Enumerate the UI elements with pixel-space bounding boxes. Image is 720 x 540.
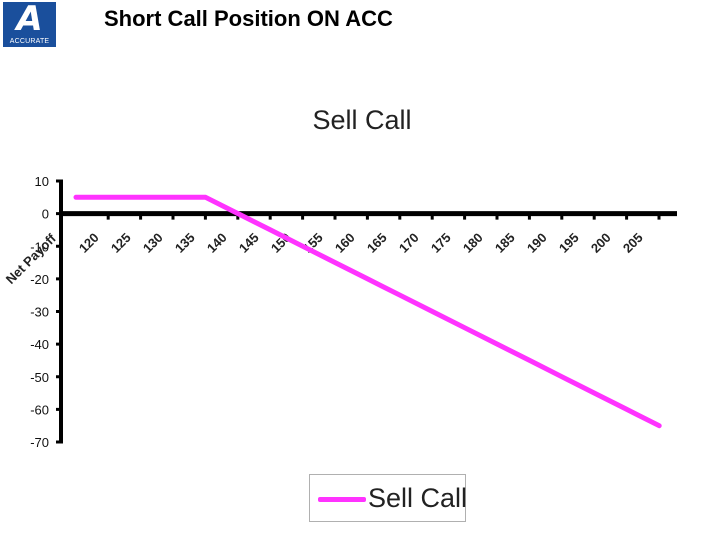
x-tick-label: 125 xyxy=(108,230,134,256)
data-point xyxy=(560,375,564,379)
x-tick-label: 195 xyxy=(556,230,582,256)
legend-label: Sell Call xyxy=(368,483,468,513)
y-tick-label: -40 xyxy=(30,337,49,352)
logo-letter: A xyxy=(16,0,43,39)
chart-legend: Sell Call xyxy=(309,474,468,522)
x-tick-label: 130 xyxy=(140,230,166,256)
logo-text: ACCURATE xyxy=(9,38,50,45)
chart-title: Sell Call xyxy=(312,105,411,135)
data-point xyxy=(366,277,370,281)
x-tick-label: 200 xyxy=(588,230,614,256)
legend-swatch xyxy=(318,497,366,502)
data-point xyxy=(106,195,110,199)
x-tick-label: 140 xyxy=(204,230,230,256)
data-point xyxy=(204,195,208,199)
data-point xyxy=(171,195,175,199)
x-tick-label: 180 xyxy=(460,230,486,256)
y-tick-label: -60 xyxy=(30,402,49,417)
y-tick-label: -10 xyxy=(30,239,49,254)
data-point xyxy=(430,310,434,313)
y-tick-label: -20 xyxy=(30,272,49,287)
y-tick-label: 0 xyxy=(42,207,49,222)
data-point xyxy=(657,424,661,428)
data-point xyxy=(268,228,272,232)
data-point xyxy=(398,293,402,297)
x-tick-label: 170 xyxy=(396,230,422,256)
y-tick-label: 10 xyxy=(35,174,49,189)
x-tick-label: 120 xyxy=(76,230,102,256)
x-tick-label: 165 xyxy=(364,230,390,256)
data-point xyxy=(236,212,240,216)
data-point xyxy=(528,358,532,362)
x-tick-label: 190 xyxy=(524,230,550,256)
data-point xyxy=(625,407,629,411)
data-point xyxy=(592,391,596,395)
x-tick-label: 145 xyxy=(236,230,262,256)
x-tick-label: 185 xyxy=(492,230,518,256)
data-point xyxy=(74,195,78,199)
x-tick-label: 135 xyxy=(172,230,198,256)
x-tick-label: 160 xyxy=(332,230,358,256)
data-point xyxy=(301,244,305,248)
data-point xyxy=(463,326,467,330)
company-logo: A ACCURATE xyxy=(3,2,56,47)
data-point xyxy=(495,342,499,346)
y-tick-label: -30 xyxy=(30,305,49,320)
x-tick-label: 175 xyxy=(428,230,454,256)
x-tick-label: 205 xyxy=(620,230,646,256)
data-point xyxy=(333,261,337,265)
y-tick-label: -70 xyxy=(30,435,49,450)
slide-title: Short Call Position ON ACC xyxy=(104,6,393,31)
y-tick-label: -50 xyxy=(30,370,49,385)
data-point xyxy=(139,195,143,199)
